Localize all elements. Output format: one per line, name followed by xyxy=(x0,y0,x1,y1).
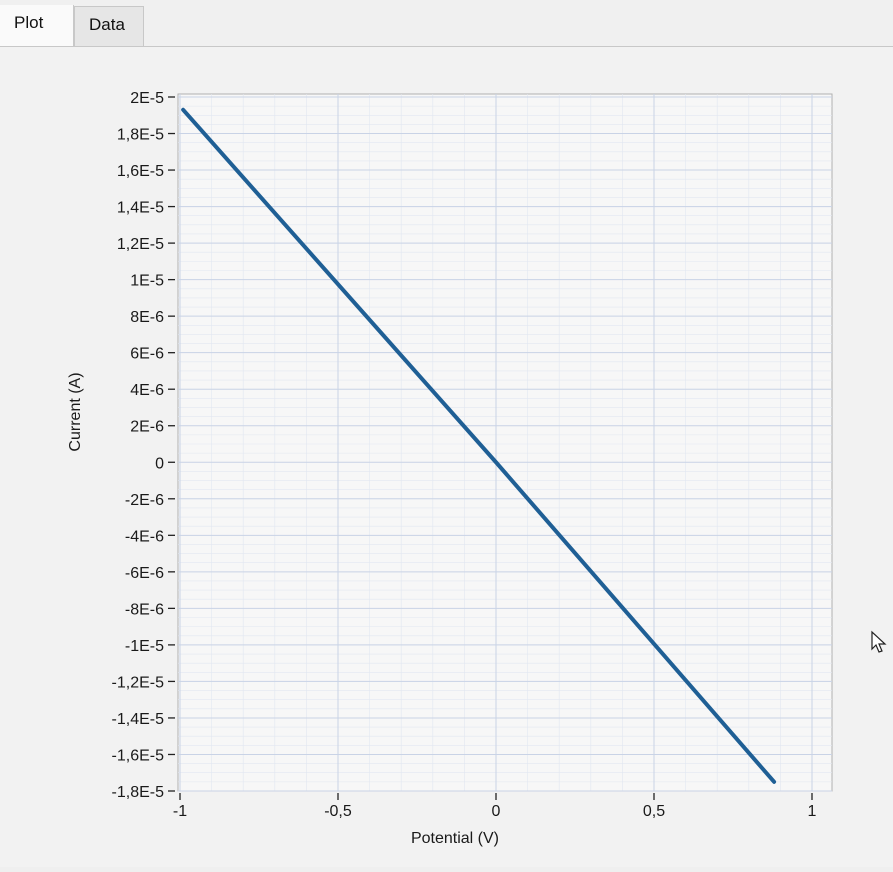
y-tick-label: 4E-6 xyxy=(130,382,164,399)
x-tick-label: -1 xyxy=(173,803,187,820)
y-tick-label: 1,8E-5 xyxy=(117,127,164,144)
tab-data[interactable]: Data xyxy=(74,6,144,46)
x-tick-label: 1 xyxy=(808,803,817,820)
tab-bar: Plot Data xyxy=(0,0,893,47)
y-tick-label: -1,4E-5 xyxy=(112,711,165,728)
x-tick-label: 0,5 xyxy=(643,803,665,820)
y-tick-label: 6E-6 xyxy=(130,346,164,363)
x-tick-label: -0,5 xyxy=(324,803,352,820)
y-tick-label: 8E-6 xyxy=(130,309,164,326)
x-tick-label: 0 xyxy=(492,803,501,820)
y-tick-label: 1,4E-5 xyxy=(117,200,164,217)
data-series-line xyxy=(181,107,777,784)
y-tick-label: 1,2E-5 xyxy=(117,236,164,253)
plot-panel: 2E-5 1,8E-5 1,6E-5 1,4E-5 1,2E-5 1E-5 8E-6 6E-6… xyxy=(0,47,893,867)
iv-chart: 2E-5 1,8E-5 1,6E-5 1,4E-5 1,2E-5 1E-5 8E-6 6E-6… xyxy=(67,90,833,847)
y-tick-label: 2E-5 xyxy=(130,90,164,107)
y-axis-label: Current (A) xyxy=(67,372,84,451)
tab-plot[interactable]: Plot xyxy=(0,5,74,46)
y-tick-label: -8E-6 xyxy=(125,601,164,618)
y-tick-label: -2E-6 xyxy=(125,492,164,509)
y-tick-label: -1E-5 xyxy=(125,638,164,655)
y-tick-label: -4E-6 xyxy=(125,528,164,545)
mouse-pointer-icon xyxy=(871,630,887,653)
y-tick-label: -1,2E-5 xyxy=(112,674,165,691)
y-tick-label: 2E-6 xyxy=(130,419,164,436)
y-tick-label: 0 xyxy=(155,455,164,472)
y-tick-label: 1,6E-5 xyxy=(117,163,164,180)
x-axis-label: Potential (V) xyxy=(411,830,499,847)
y-tick-label: -1,6E-5 xyxy=(112,747,165,764)
y-tick-label: 1E-5 xyxy=(130,273,164,290)
plot-area xyxy=(177,93,833,792)
y-tick-label: -6E-6 xyxy=(125,565,164,582)
y-tick-label: -1,8E-5 xyxy=(112,784,165,801)
